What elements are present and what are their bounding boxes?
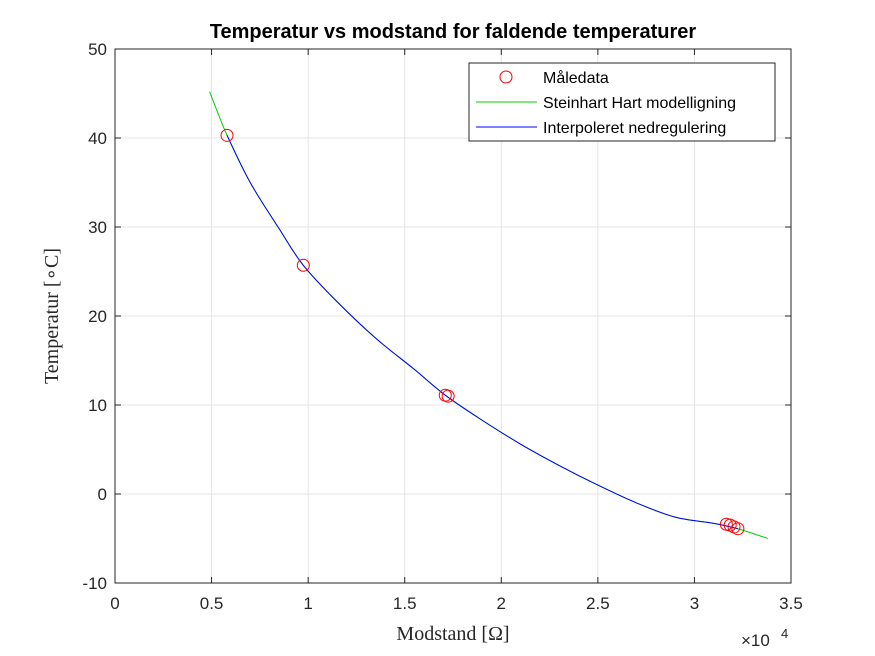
legend-label-interpoleret: Interpoleret nedregulering <box>543 120 726 137</box>
x-axis-label: Modstand [Ω] <box>396 623 509 645</box>
x-exponent-base: ×10 <box>741 631 770 650</box>
x-tick-label: 0.5 <box>200 594 224 613</box>
x-tick-label: 3 <box>690 594 699 613</box>
x-tick-label: 0 <box>110 594 119 613</box>
data-point-maaledata <box>220 128 234 142</box>
x-tick-label: 1 <box>303 594 312 613</box>
data-point-maaledata <box>731 522 745 536</box>
y-tick-label: 50 <box>88 40 107 59</box>
y-axis-label: Temperatur [∘C] <box>41 248 63 384</box>
y-tick-label: 40 <box>88 129 107 148</box>
legend-marker-maaledata <box>499 70 513 84</box>
series-layer <box>209 91 768 539</box>
x-tick-label: 1.5 <box>393 594 417 613</box>
x-tick-label: 3.5 <box>779 594 803 613</box>
y-tick-label: -10 <box>82 574 107 593</box>
x-axis-exponent: ×10 4 <box>741 626 788 650</box>
data-point-maaledata <box>296 258 310 272</box>
x-tick-label: 2 <box>497 594 506 613</box>
x-exponent-power: 4 <box>781 626 788 641</box>
legend: Måledata Steinhart Hart modelligning Int… <box>468 62 776 142</box>
y-tick-label: 0 <box>98 485 107 504</box>
legend-label-steinhart: Steinhart Hart modelligning <box>543 95 736 112</box>
y-tick-label: 30 <box>88 218 107 237</box>
chart-title: Temperatur vs modstand for faldende temp… <box>210 21 697 43</box>
legend-label-maaledata: Måledata <box>543 69 609 87</box>
y-tick-label: 10 <box>88 396 107 415</box>
series-line-interpoleret <box>226 135 738 530</box>
y-tick-label: 20 <box>88 307 107 326</box>
x-tick-label: 2.5 <box>586 594 610 613</box>
data-point-maaledata <box>441 389 455 403</box>
